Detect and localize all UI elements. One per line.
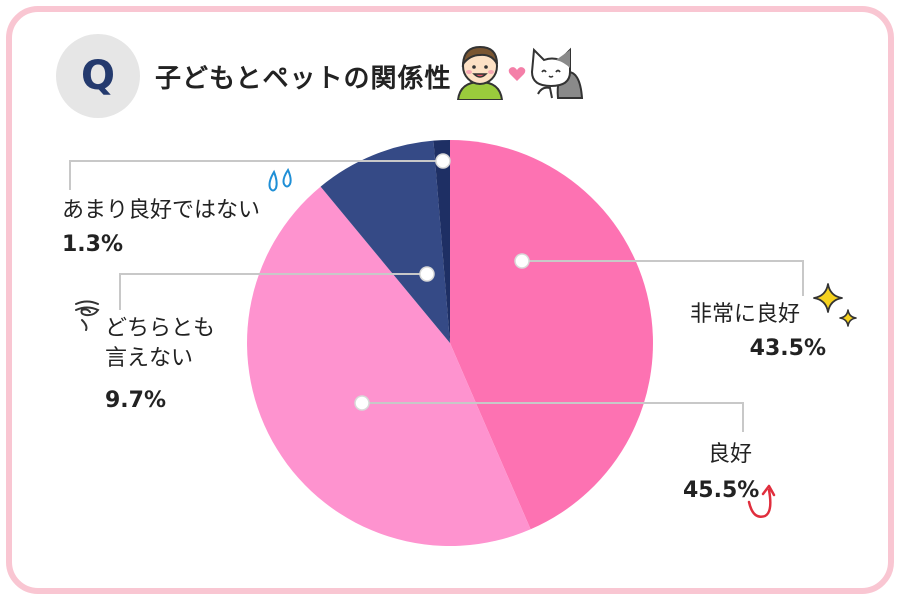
sparkle-icon bbox=[813, 283, 857, 327]
pie-slice-very-good bbox=[450, 140, 653, 530]
leader-line-neutral bbox=[119, 273, 427, 310]
category-good: 良好 bbox=[708, 442, 753, 467]
value-neutral: 9.7% bbox=[105, 388, 167, 413]
leader-line-very-good bbox=[522, 260, 804, 296]
leader-dot-good bbox=[354, 395, 370, 411]
value-good: 45.5% bbox=[683, 478, 760, 503]
category-not-good: あまり良好ではない bbox=[62, 198, 261, 223]
leader-line-not-good bbox=[69, 160, 443, 190]
category-neutral-line1: どちらとも bbox=[105, 316, 216, 341]
leader-dot-very-good bbox=[514, 253, 530, 269]
chart-title: 子どもとペットの関係性 bbox=[155, 64, 452, 94]
slice-label-good: 良好 45.5% bbox=[683, 440, 763, 506]
category-neutral-line2: 言えない bbox=[105, 346, 194, 371]
leader-dots bbox=[354, 153, 530, 411]
category-very-good: 非常に良好 bbox=[690, 302, 801, 327]
pie-slice-neutral bbox=[320, 140, 450, 343]
confused-swirl-icon bbox=[75, 300, 100, 331]
child-icon bbox=[456, 45, 504, 100]
question-badge: Q bbox=[56, 34, 140, 118]
cat-icon bbox=[530, 47, 584, 99]
pie-slice-good bbox=[247, 186, 531, 546]
leader-line-good bbox=[362, 402, 744, 432]
leader-lines bbox=[69, 160, 804, 432]
leader-dot-not-good bbox=[435, 153, 451, 169]
value-not-good: 1.3% bbox=[62, 232, 124, 257]
slice-label-not-good: あまり良好ではない 1.3% bbox=[62, 196, 282, 260]
pie-slice-not-good bbox=[433, 140, 450, 343]
heart-icon bbox=[508, 67, 526, 81]
sweat-drops-icon bbox=[268, 168, 292, 192]
slice-label-neutral: どちらとも 言えない 9.7% bbox=[105, 314, 235, 416]
leader-dot-neutral bbox=[419, 266, 435, 282]
slice-label-very-good: 非常に良好 43.5% bbox=[690, 300, 830, 364]
up-arrow-icon bbox=[747, 484, 776, 518]
pie-slices bbox=[247, 140, 653, 546]
value-very-good: 43.5% bbox=[749, 336, 826, 361]
